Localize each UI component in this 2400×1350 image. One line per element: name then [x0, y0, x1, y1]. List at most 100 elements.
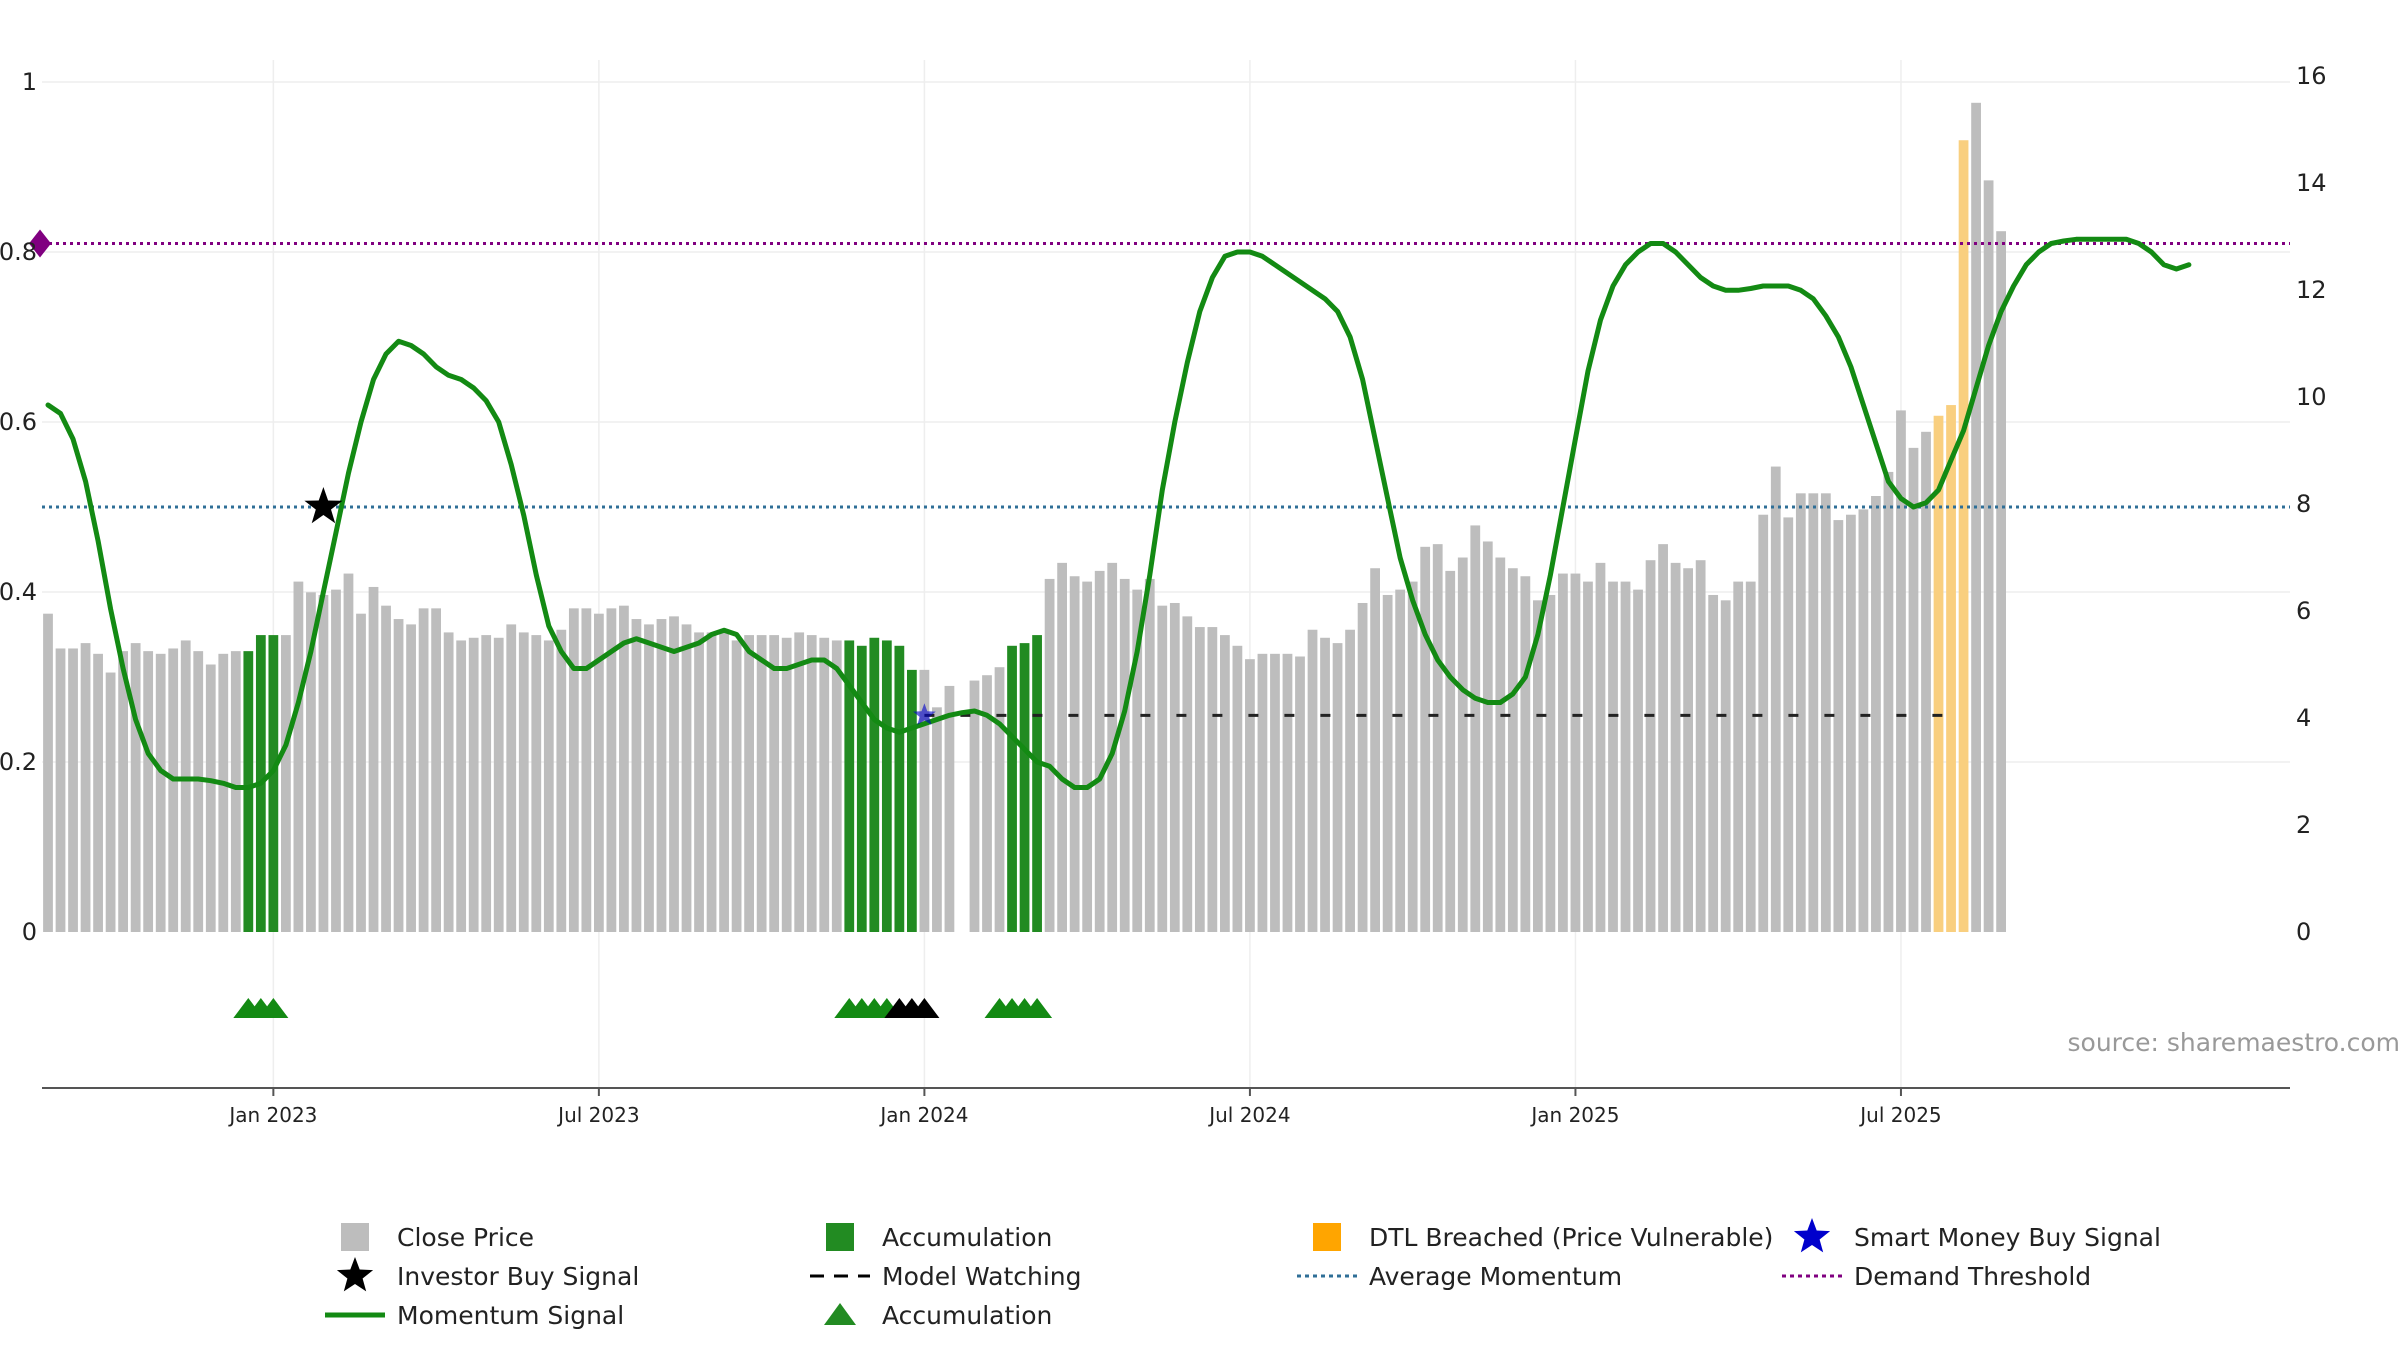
price-bar: [1207, 627, 1218, 932]
price-bar: [1482, 541, 1493, 932]
price-bar: [406, 624, 416, 932]
legend-triangle-icon: [824, 1303, 856, 1325]
price-bar: [1082, 581, 1093, 932]
legend-label: Demand Threshold: [1854, 1262, 2091, 1291]
price-bar: [1783, 517, 1794, 932]
x-tick-label: Jan 2023: [227, 1103, 317, 1127]
price-bar: [819, 637, 830, 932]
price-bar: [1169, 602, 1180, 932]
price-bar: [1282, 653, 1293, 932]
price-bar: [143, 651, 154, 932]
price-bar: [418, 608, 429, 932]
price-bar: [1658, 544, 1668, 932]
legend-label: Average Momentum: [1369, 1262, 1622, 1291]
price-bar: [1219, 635, 1230, 932]
price-bar: [431, 608, 442, 932]
price-bar: [1144, 578, 1155, 932]
price-bar: [1295, 656, 1305, 932]
dtl-breached-bar: [1933, 415, 1944, 932]
price-bar: [1094, 570, 1105, 932]
price-bar: [118, 651, 129, 932]
price-bar: [280, 635, 291, 932]
y-axis-right: 0 2 4 6 8 10 12 14 16: [2296, 62, 2327, 946]
price-bar: [1833, 520, 1844, 932]
price-bar: [1583, 581, 1593, 932]
momentum-signal-line: [45, 236, 2192, 790]
signal-markers: [233, 487, 1053, 1018]
price-bar: [1307, 629, 1318, 932]
price-bar: [568, 608, 579, 932]
price-bar: [93, 653, 103, 932]
price-bar: [769, 635, 780, 932]
legend-label: Accumulation: [882, 1223, 1052, 1252]
price-bar: [1645, 560, 1656, 932]
legend-item: Demand Threshold: [1782, 1262, 2091, 1291]
price-bar: [1745, 581, 1756, 932]
price-bar: [543, 640, 554, 932]
price-bar: [1232, 645, 1243, 932]
price-bar: [1332, 643, 1343, 932]
price-bar: [368, 586, 379, 932]
price-bar: [694, 632, 704, 932]
price-bar: [155, 653, 166, 932]
x-tick-label: Jul 2024: [1207, 1103, 1290, 1127]
price-bar: [1370, 568, 1381, 932]
price-bar: [1057, 562, 1068, 932]
accumulation-marker: [258, 998, 289, 1018]
price-bar: [1507, 568, 1518, 932]
y-left-tick-label: 0.6: [0, 408, 37, 436]
accumulation-marker: [1022, 998, 1053, 1018]
price-bar: [1320, 637, 1330, 932]
legend-label: DTL Breached (Price Vulnerable): [1369, 1223, 1773, 1252]
price-bar: [1971, 102, 1981, 932]
price-bar: [669, 616, 679, 932]
legend-item: Accumulation: [826, 1223, 1052, 1252]
price-bar: [1896, 410, 1906, 932]
price-bar: [343, 573, 354, 932]
price-bar: [80, 643, 91, 932]
legend-item: DTL Breached (Price Vulnerable): [1313, 1223, 1773, 1252]
price-bar: [218, 653, 229, 932]
accumulation-bar: [906, 669, 917, 932]
price-bar: [1445, 570, 1456, 932]
price-bar: [105, 672, 116, 932]
legend-label: Smart Money Buy Signal: [1854, 1223, 2161, 1252]
legend-star-icon: [1793, 1218, 1831, 1253]
accumulation-bar: [844, 640, 855, 932]
price-bar: [293, 581, 304, 932]
y-right-tick-label: 14: [2296, 169, 2327, 197]
price-bar: [193, 651, 204, 932]
price-bar: [1157, 605, 1168, 932]
price-bars: [43, 102, 2007, 933]
price-bar: [531, 635, 542, 932]
x-tick-label: Jan 2025: [1529, 1103, 1619, 1127]
accumulation-bar: [1007, 645, 1017, 932]
price-bar: [1683, 568, 1694, 932]
legend-item: Model Watching: [810, 1262, 1082, 1291]
price-bar: [606, 608, 617, 932]
price-bar: [1570, 573, 1581, 932]
y-right-tick-label: 2: [2296, 811, 2311, 839]
price-bar: [205, 664, 216, 932]
price-bar: [1820, 493, 1831, 932]
price-bar: [1069, 576, 1080, 932]
y-axis-left: 0 0.2 0.4 0.6 0.8 1: [0, 68, 37, 946]
price-bar: [644, 624, 654, 932]
price-bar: [1382, 594, 1393, 932]
legend-swatch: [1313, 1223, 1341, 1251]
price-bar: [982, 675, 992, 932]
x-tick-label: Jul 2023: [556, 1103, 639, 1127]
price-bar: [781, 637, 792, 932]
price-bar: [1395, 589, 1406, 932]
y-right-tick-label: 6: [2296, 597, 2311, 625]
price-bar: [393, 619, 404, 932]
price-bar: [230, 651, 241, 932]
price-bar: [381, 605, 391, 932]
price-bar: [1620, 581, 1631, 932]
price-bar: [356, 613, 366, 932]
price-bar: [456, 640, 467, 932]
price-bar: [481, 635, 492, 932]
price-bar: [1257, 653, 1268, 932]
price-bar: [619, 605, 629, 932]
